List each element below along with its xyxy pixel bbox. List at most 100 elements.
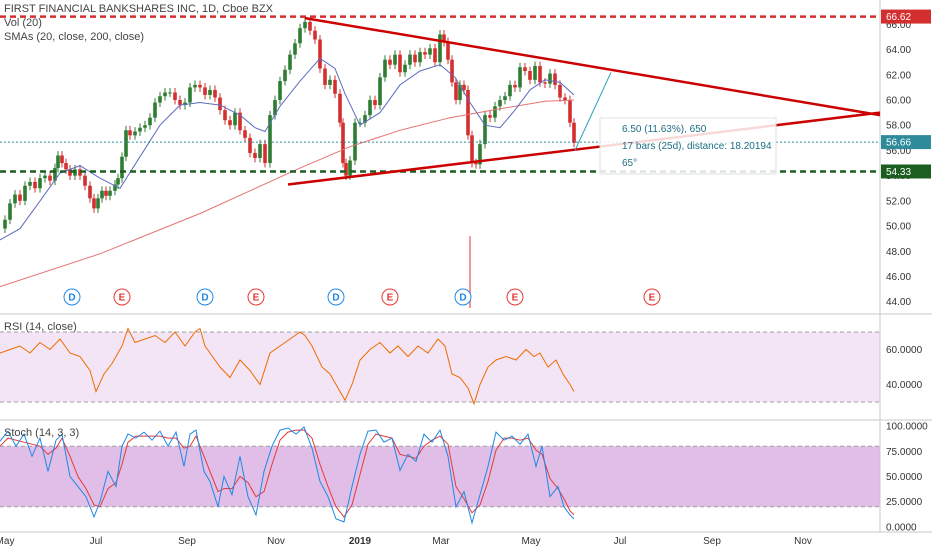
stoch-k-line xyxy=(0,426,575,525)
dividend-event-marker xyxy=(327,288,345,306)
candle-body xyxy=(523,67,527,72)
candle-body xyxy=(258,144,262,158)
resistance-price-label: 66.62 xyxy=(886,12,911,23)
price-tick-label: 62.00 xyxy=(886,70,911,81)
candle-body xyxy=(208,89,212,95)
candle-body xyxy=(428,48,432,55)
candle-body xyxy=(213,89,217,98)
x-tick-label: Mar xyxy=(432,536,450,547)
candle-body xyxy=(128,130,132,136)
candle-body xyxy=(133,131,137,136)
candle-body xyxy=(454,82,458,101)
candle-body xyxy=(243,130,247,138)
rsi-pane[interactable] xyxy=(0,327,880,406)
dividend-event-label: D xyxy=(68,293,75,304)
candle-body xyxy=(223,110,227,121)
candle-body xyxy=(466,89,470,136)
candle-body xyxy=(318,39,322,69)
y-axis-labels: 66.0064.0062.0060.0058.0056.0054.0052.00… xyxy=(0,0,932,533)
candle-body xyxy=(120,156,124,179)
candle-body xyxy=(493,106,497,118)
stoch-pane[interactable] xyxy=(0,426,880,525)
candle-body xyxy=(43,175,47,179)
candle-body xyxy=(33,181,37,189)
candle-body xyxy=(368,100,372,116)
candle-body xyxy=(238,112,242,131)
drawing-overlay[interactable]: 6.50 (11.63%), 650 17 bars (25d), distanc… xyxy=(287,16,881,186)
candle-body xyxy=(488,115,492,118)
candle-body xyxy=(13,194,17,204)
candle-body xyxy=(96,198,100,209)
candle-body xyxy=(193,84,197,88)
candle-body xyxy=(198,84,202,88)
candle-body xyxy=(518,67,522,88)
candle-body xyxy=(393,54,397,65)
candle-body xyxy=(178,100,182,106)
support-price-badge xyxy=(881,164,931,179)
candle-body xyxy=(341,122,345,164)
candle-body xyxy=(338,93,342,123)
candle-body xyxy=(548,73,552,84)
candle-body xyxy=(462,84,466,90)
candle-body xyxy=(288,54,292,70)
candle-body xyxy=(543,82,547,84)
rsi-band xyxy=(0,332,880,402)
candle-body xyxy=(163,92,167,97)
candle-body xyxy=(450,59,454,83)
price-tick-label: 58.00 xyxy=(886,121,911,132)
candle-body xyxy=(92,198,96,209)
candle-body xyxy=(344,163,348,176)
candle-body xyxy=(293,43,297,55)
candle-body xyxy=(28,181,32,186)
candle-body xyxy=(418,52,422,63)
candle-body xyxy=(23,185,27,201)
candle-body xyxy=(528,71,532,80)
earnings-event-marker xyxy=(643,288,661,306)
earnings-event-label: E xyxy=(119,293,126,304)
candle-body xyxy=(218,97,222,111)
chart-legend: FIRST FINANCIAL BANKSHARES INC, 1D, Cboe… xyxy=(4,2,273,44)
stoch-tick-label: 0.0000 xyxy=(886,522,917,533)
stoch-tick-label: 50.0000 xyxy=(886,472,923,483)
measure-box xyxy=(599,117,777,175)
earnings-event-label: E xyxy=(512,293,519,304)
candle-body xyxy=(333,79,337,94)
candle-body xyxy=(423,52,427,55)
price-tick-label: 60.00 xyxy=(886,96,911,107)
candle-body xyxy=(173,92,177,101)
dividend-event-label: D xyxy=(332,293,339,304)
candle-body xyxy=(124,130,128,157)
candle-body xyxy=(563,97,567,101)
rsi-tick-label: 40.0000 xyxy=(886,380,923,391)
candle-body xyxy=(413,54,417,63)
candle-body xyxy=(138,127,142,132)
candle-body xyxy=(148,117,152,126)
price-tick-label: 66.00 xyxy=(886,20,911,31)
candle-body xyxy=(228,120,232,126)
candle-body xyxy=(116,178,120,185)
measure-price-change: 6.50 (11.63%), 650 xyxy=(622,124,707,135)
volume-legend: Vol (20) xyxy=(4,17,42,29)
lower-triangle-line xyxy=(287,111,881,186)
earnings-event-label: E xyxy=(387,293,394,304)
earnings-event-marker xyxy=(113,288,131,306)
price-tick-label: 46.00 xyxy=(886,272,911,283)
candle-body xyxy=(572,122,576,143)
candle-body xyxy=(308,21,312,31)
price-tick-label: 52.00 xyxy=(886,196,911,207)
x-tick-label: Jul xyxy=(614,536,627,547)
dividend-event-label: D xyxy=(201,293,208,304)
candle-body xyxy=(533,65,537,80)
candle-body xyxy=(538,65,542,83)
candle-body xyxy=(53,168,57,181)
price-tick-label: 50.00 xyxy=(886,222,911,233)
price-tick-label: 64.00 xyxy=(886,45,911,56)
candle-body xyxy=(268,115,272,164)
candle-body xyxy=(188,87,192,103)
candle-body xyxy=(398,54,402,73)
x-axis-labels: May Jul Sep Nov 2019 Mar May Jul Sep Nov xyxy=(0,536,812,547)
candle-body xyxy=(503,96,507,101)
candle-body xyxy=(183,102,187,106)
